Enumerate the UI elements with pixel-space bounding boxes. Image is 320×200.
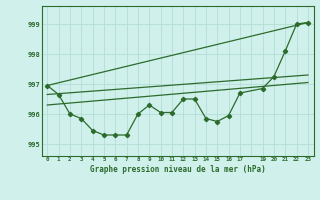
X-axis label: Graphe pression niveau de la mer (hPa): Graphe pression niveau de la mer (hPa) xyxy=(90,165,266,174)
